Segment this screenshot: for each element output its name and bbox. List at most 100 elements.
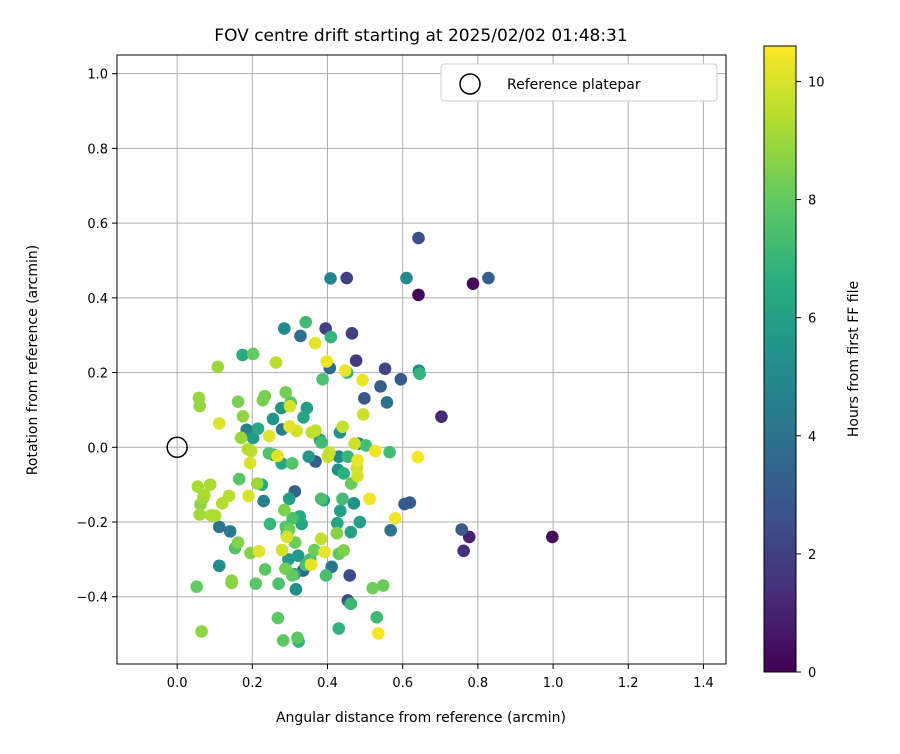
data-point bbox=[356, 373, 369, 387]
data-point bbox=[374, 380, 387, 393]
y-axis-ticks: −0.4 −0.2 0.0 0.2 0.4 0.6 0.8 1.0 bbox=[76, 68, 117, 606]
colorbar-gradient bbox=[763, 45, 797, 673]
x-tick-label: 0.0 bbox=[167, 676, 188, 691]
data-point bbox=[359, 439, 373, 452]
data-point bbox=[252, 544, 266, 558]
data-point bbox=[283, 399, 297, 413]
data-point bbox=[380, 396, 394, 409]
data-point bbox=[279, 562, 292, 576]
data-point bbox=[277, 322, 291, 335]
x-tick-label: 0.6 bbox=[392, 676, 413, 691]
data-point bbox=[332, 450, 346, 463]
data-point bbox=[435, 410, 448, 423]
data-point bbox=[212, 417, 226, 430]
data-point bbox=[334, 504, 347, 518]
legend-box bbox=[440, 63, 718, 102]
colorbar-ticks: 0 2 4 6 8 10 bbox=[796, 75, 825, 681]
plot-frame bbox=[116, 54, 727, 665]
data-point bbox=[263, 517, 277, 531]
x-axis-ticks: 0.0 0.2 0.4 0.6 0.8 1.0 1.2 1.4 bbox=[167, 664, 714, 691]
data-point bbox=[242, 489, 255, 503]
data-point bbox=[370, 610, 384, 624]
colorbar-tick-label: 10 bbox=[808, 75, 825, 90]
data-point bbox=[294, 329, 307, 343]
y-tick-label: 1.0 bbox=[87, 68, 108, 83]
data-point bbox=[337, 544, 350, 557]
colorbar-tick-label: 4 bbox=[808, 430, 816, 445]
data-point bbox=[378, 362, 392, 376]
reference-platepar-marker bbox=[166, 436, 188, 459]
data-point bbox=[368, 444, 382, 458]
data-point bbox=[195, 625, 208, 638]
data-point bbox=[345, 327, 359, 340]
data-point bbox=[314, 492, 328, 506]
colorbar: 0 2 4 6 8 10 Hours from first FF file bbox=[763, 45, 862, 681]
data-point bbox=[466, 277, 480, 290]
x-tick-label: 0.2 bbox=[242, 676, 263, 691]
data-point bbox=[234, 431, 248, 445]
data-point bbox=[340, 271, 353, 285]
colorbar-label: Hours from first FF file bbox=[846, 281, 862, 437]
data-point bbox=[291, 549, 305, 562]
legend: Reference platepar bbox=[440, 63, 718, 102]
data-point bbox=[244, 444, 258, 458]
data-point bbox=[302, 450, 316, 463]
x-tick-label: 0.8 bbox=[468, 676, 489, 691]
data-point bbox=[191, 480, 205, 493]
data-point bbox=[376, 579, 390, 592]
legend-label: Reference platepar bbox=[507, 77, 641, 93]
data-point bbox=[246, 347, 260, 361]
x-tick-label: 1.0 bbox=[543, 676, 564, 691]
data-point bbox=[286, 511, 299, 525]
data-point bbox=[411, 450, 425, 464]
x-tick-label: 1.4 bbox=[693, 676, 714, 691]
data-point bbox=[338, 364, 352, 378]
data-point bbox=[231, 536, 245, 549]
data-point bbox=[309, 424, 322, 437]
data-point bbox=[269, 356, 283, 369]
data-point bbox=[271, 449, 284, 463]
data-point bbox=[291, 631, 304, 645]
data-point bbox=[236, 348, 249, 362]
data-point bbox=[208, 509, 222, 522]
data-point bbox=[394, 373, 408, 386]
data-point bbox=[356, 408, 370, 421]
data-point bbox=[358, 392, 371, 405]
data-point bbox=[323, 446, 336, 459]
data-point bbox=[285, 457, 299, 470]
data-point bbox=[332, 622, 346, 635]
data-point bbox=[275, 543, 289, 557]
data-point bbox=[315, 436, 328, 449]
data-point bbox=[192, 391, 206, 405]
data-point bbox=[351, 454, 364, 467]
data-point bbox=[262, 429, 276, 443]
x-tick-label: 1.2 bbox=[618, 676, 639, 691]
data-point bbox=[400, 271, 413, 285]
chart-title: FOV centre drift starting at 2025/02/02 … bbox=[214, 26, 627, 46]
y-tick-label: −0.4 bbox=[76, 591, 108, 606]
data-point bbox=[256, 393, 270, 407]
data-point bbox=[319, 569, 333, 582]
data-point bbox=[343, 569, 356, 582]
data-point bbox=[330, 516, 344, 530]
data-point bbox=[257, 494, 270, 508]
data-point bbox=[236, 409, 250, 423]
data-point bbox=[277, 503, 291, 517]
data-point bbox=[304, 558, 318, 571]
data-point bbox=[336, 420, 349, 434]
data-point bbox=[203, 478, 217, 491]
data-point bbox=[232, 472, 246, 486]
x-axis-label: Angular distance from reference (arcmin) bbox=[276, 710, 566, 726]
data-point bbox=[348, 437, 361, 450]
colorbar-tick-label: 0 bbox=[808, 666, 816, 681]
data-point bbox=[266, 412, 280, 426]
data-point bbox=[349, 354, 363, 367]
data-point bbox=[413, 367, 426, 380]
data-point bbox=[276, 634, 290, 647]
data-point bbox=[353, 515, 367, 529]
data-point bbox=[324, 330, 338, 344]
y-tick-label: −0.2 bbox=[76, 516, 108, 531]
data-point bbox=[193, 508, 207, 521]
data-point bbox=[289, 582, 303, 596]
data-point bbox=[222, 489, 236, 503]
